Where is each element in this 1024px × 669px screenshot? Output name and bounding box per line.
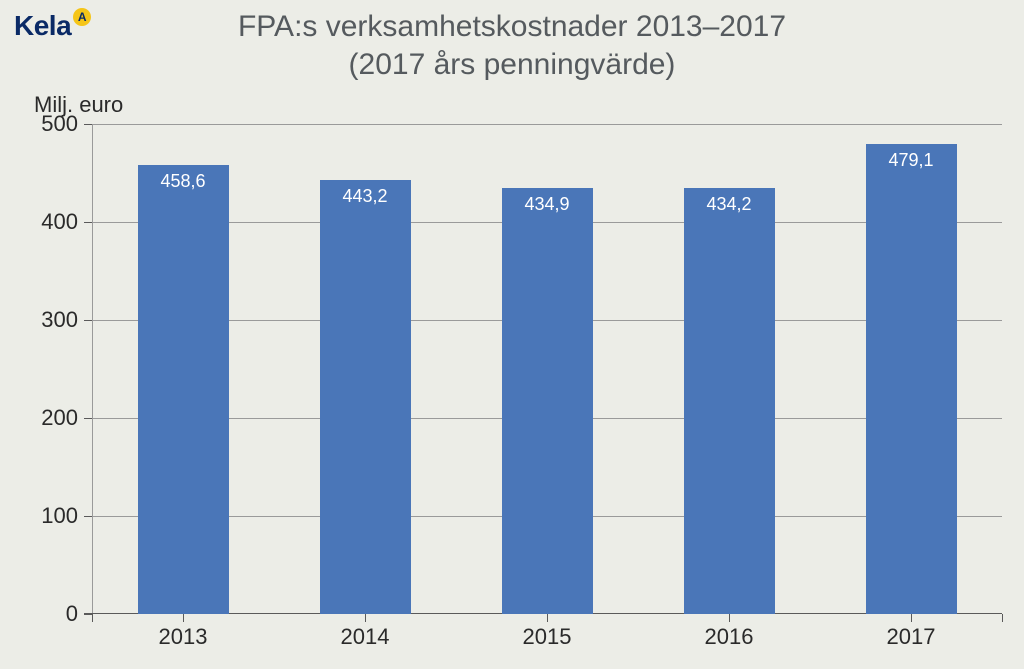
y-tick-label: 400 [41, 209, 92, 235]
y-tick-label: 300 [41, 307, 92, 333]
x-tick-label: 2016 [705, 614, 754, 650]
chart-title-line1: FPA:s verksamhetskostnader 2013–2017 [0, 8, 1024, 46]
bar: 479,1 [866, 144, 957, 614]
chart-frame: Kela A FPA:s verksamhetskostnader 2013–2… [0, 0, 1024, 669]
bar: 434,2 [684, 188, 775, 614]
plot-area: 0100200300400500458,62013443,22014434,92… [92, 124, 1002, 614]
bar-value-label: 443,2 [342, 186, 387, 207]
bar-value-label: 479,1 [888, 150, 933, 171]
bar-value-label: 434,2 [706, 194, 751, 215]
y-tick-label: 100 [41, 503, 92, 529]
chart-title: FPA:s verksamhetskostnader 2013–2017 (20… [0, 8, 1024, 83]
y-tick-label: 200 [41, 405, 92, 431]
x-tick-mark [92, 614, 93, 622]
bar-value-label: 458,6 [160, 171, 205, 192]
bar-value-label: 434,9 [524, 194, 569, 215]
chart-title-line2: (2017 års penningvärde) [0, 46, 1024, 84]
x-tick-label: 2015 [523, 614, 572, 650]
gridline [92, 124, 1002, 125]
bar: 443,2 [320, 180, 411, 614]
x-tick-label: 2017 [887, 614, 936, 650]
bar: 434,9 [502, 188, 593, 614]
y-axis-line [92, 124, 93, 614]
x-tick-mark [1002, 614, 1003, 622]
x-tick-label: 2013 [159, 614, 208, 650]
bar: 458,6 [138, 165, 229, 614]
y-tick-label: 500 [41, 111, 92, 137]
y-tick-label: 0 [66, 601, 92, 627]
x-tick-label: 2014 [341, 614, 390, 650]
